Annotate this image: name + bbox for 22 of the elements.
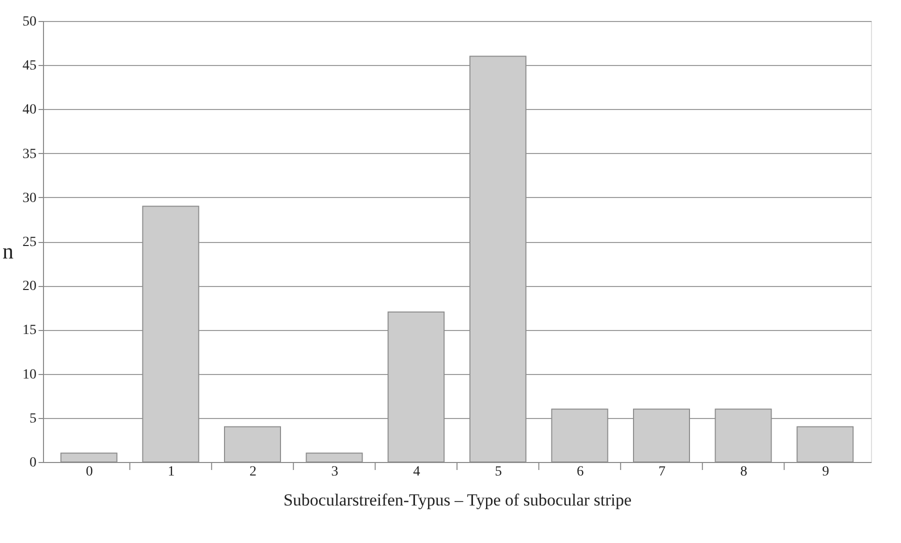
y-tick-label: 25: [22, 235, 36, 250]
x-tick-label: 4: [413, 464, 420, 480]
x-tick-label: 2: [250, 464, 256, 480]
y-tick-label: 50: [22, 14, 36, 30]
y-tick-label: 40: [22, 102, 36, 118]
x-tick-label: 8: [740, 464, 748, 480]
x-tick-label: 0: [86, 464, 93, 480]
y-tick-label: 45: [22, 58, 36, 74]
y-tick-label: 15: [22, 323, 36, 338]
x-tick-label: 9: [822, 464, 830, 480]
x-tick-label: 1: [168, 464, 175, 480]
y-tick-label: 35: [22, 146, 36, 162]
y-axis-title: n: [2, 238, 14, 264]
x-tick-label: 5: [494, 464, 502, 480]
x-tick-label: 3: [331, 464, 338, 480]
y-tick-label: 5: [30, 411, 36, 426]
y-tick-label: 20: [22, 279, 36, 294]
x-tick-label: 7: [658, 464, 666, 480]
x-tick-label: 6: [576, 464, 584, 480]
y-tick-label: 30: [22, 190, 36, 206]
y-tick-label: 10: [22, 367, 36, 382]
x-axis-title: Subocularstreifen-Typus – Type of subocular stripe: [283, 490, 632, 510]
